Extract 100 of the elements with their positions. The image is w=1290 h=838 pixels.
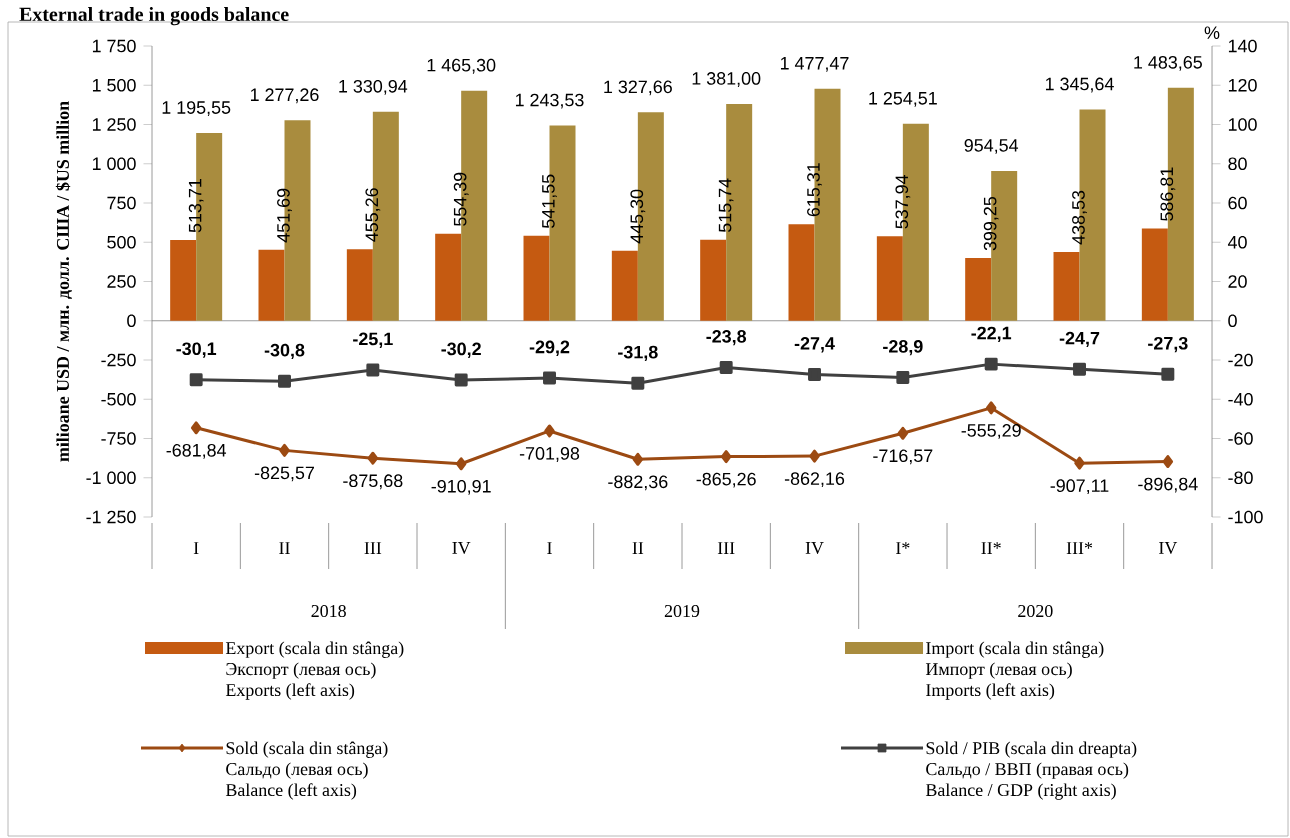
- y-tick-label: -750: [101, 432, 136, 445]
- data-label: -28,9: [883, 340, 923, 356]
- data-label: -875,68: [343, 474, 403, 490]
- point: [1162, 455, 1174, 469]
- point: [985, 401, 997, 415]
- data-label: -865,26: [696, 472, 756, 488]
- y-tick-label: 1 000: [92, 157, 136, 171]
- y2-axis-title: %: [1204, 26, 1220, 39]
- bar: [258, 249, 285, 321]
- x-tick-label: II: [632, 542, 644, 554]
- data-label: 399,25: [983, 196, 999, 251]
- data-label: 451,69: [277, 188, 292, 243]
- data-label: -716,57: [873, 449, 933, 465]
- legend-label: Export (scala din stânga) Экспорт (левая ось) Exports (left axis): [225, 641, 404, 700]
- data-label: 1 477,47: [780, 57, 849, 72]
- y2-tick-label: 80: [1228, 157, 1247, 171]
- data-label: 438,53: [1072, 190, 1087, 245]
- point: [1073, 362, 1086, 376]
- text: 2019: [664, 604, 700, 618]
- data-label: 1 381,00: [692, 72, 761, 87]
- bar: [876, 236, 903, 321]
- chart-title: External trade in goods balance: [19, 7, 289, 26]
- y-tick-label: -1 000: [86, 471, 136, 485]
- data-label: 455,26: [365, 188, 381, 242]
- y2-tick-label: -20: [1228, 353, 1253, 367]
- data-label: 615,31: [807, 163, 822, 217]
- point: [719, 360, 733, 374]
- y-tick-label: 1 750: [92, 39, 136, 53]
- point: [367, 451, 379, 465]
- y-tick-label: 500: [107, 235, 136, 249]
- x-tick-label: IV: [805, 541, 824, 555]
- bar: [346, 249, 373, 321]
- point: [190, 421, 202, 435]
- data-label: -862,16: [784, 472, 845, 488]
- y-tick-label: 0: [127, 314, 136, 328]
- data-label: -23,8: [706, 330, 747, 346]
- data-label: -30,8: [264, 343, 305, 360]
- y2-tick-label: 40: [1227, 235, 1247, 249]
- data-label: -27,4: [794, 337, 835, 353]
- data-label: 1 195,55: [162, 101, 231, 116]
- point: [455, 457, 467, 471]
- point: [1074, 456, 1085, 470]
- point: [543, 371, 556, 385]
- bar: [700, 239, 727, 321]
- point: [189, 373, 203, 387]
- point: [897, 426, 909, 440]
- data-label: 513,71: [188, 179, 204, 233]
- data-label: 1 254,51: [869, 91, 937, 107]
- data-label: 1 465,30: [427, 58, 496, 74]
- text: 2020: [1018, 604, 1053, 618]
- data-label: 515,74: [718, 178, 734, 233]
- data-label: -29,2: [529, 340, 570, 356]
- data-label: -25,1: [353, 332, 393, 348]
- point: [896, 370, 910, 384]
- data-label: 586,81: [1160, 167, 1176, 221]
- text: 2018: [311, 604, 346, 618]
- y-tick-label: -500: [101, 392, 136, 406]
- point: [279, 443, 290, 457]
- y2-tick-label: -100: [1228, 510, 1263, 524]
- x-tick-label: IV: [1159, 541, 1178, 555]
- point: [631, 376, 645, 390]
- data-label: -910,91: [431, 479, 491, 495]
- point: [544, 424, 555, 438]
- y-tick-label: 1 250: [92, 118, 136, 131]
- data-label: 1 483,65: [1134, 55, 1202, 71]
- y2-tick-label: 100: [1228, 118, 1257, 131]
- point: [1161, 367, 1175, 381]
- y2-tick-label: 60: [1228, 196, 1247, 210]
- y-tick-label: 250: [107, 275, 136, 288]
- y2-tick-label: 20: [1228, 275, 1247, 288]
- data-label: 1 330,94: [339, 79, 408, 95]
- x-tick-label: III: [717, 542, 735, 554]
- x-tick-label: II: [279, 542, 290, 554]
- data-label: -27,3: [1148, 336, 1188, 353]
- y2-tick-label: 120: [1228, 78, 1257, 92]
- data-label: 554,39: [453, 172, 469, 226]
- x-tick-label: I: [547, 542, 552, 554]
- point: [366, 363, 380, 377]
- data-label: -30,1: [176, 342, 217, 358]
- bar: [788, 224, 815, 321]
- legend-label: Import (scala din stânga) Импорт (левая ось) Imports (left axis): [925, 641, 1104, 700]
- data-label: 537,94: [895, 174, 911, 229]
- x-tick-label: IV: [452, 541, 471, 555]
- y-axis-title: milioane USD / млн. долл. США / $US million: [55, 101, 72, 462]
- x-tick-label: III*: [1066, 542, 1093, 554]
- bar: [611, 250, 638, 321]
- bar: [435, 233, 462, 321]
- y-tick-label: 1 500: [92, 78, 136, 92]
- y-tick-label: 750: [107, 196, 136, 210]
- data-label: 954,54: [964, 139, 1019, 154]
- point: [809, 449, 820, 463]
- data-label: 1 277,26: [250, 88, 319, 104]
- x-tick-label: II*: [981, 542, 1001, 554]
- y-tick-label: -1 250: [86, 510, 136, 524]
- bar: [1053, 251, 1080, 321]
- data-label: -30,2: [441, 342, 481, 358]
- data-label: -24,7: [1059, 331, 1100, 348]
- bar: [965, 258, 992, 321]
- data-label: -825,57: [254, 466, 314, 482]
- y2-tick-label: -80: [1228, 471, 1253, 485]
